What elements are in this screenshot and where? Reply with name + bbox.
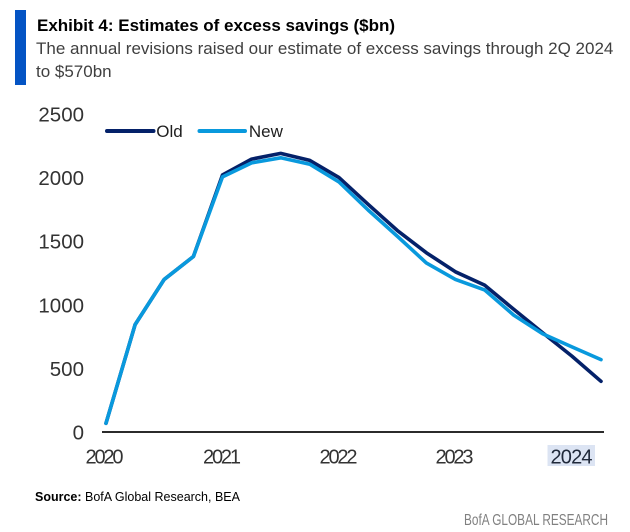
svg-text:0: 0 [73,422,84,445]
svg-text:2024: 2024 [551,447,593,469]
svg-text:1000: 1000 [38,294,84,317]
svg-text:2022: 2022 [320,447,358,469]
svg-text:2020: 2020 [86,447,124,469]
svg-text:2021: 2021 [203,447,241,469]
svg-text:New: New [249,122,284,141]
svg-text:Old: Old [156,122,182,141]
svg-text:2500: 2500 [38,103,84,126]
svg-text:1500: 1500 [38,231,84,254]
svg-text:2000: 2000 [38,167,84,190]
svg-text:BofA GLOBAL RESEARCH: BofA GLOBAL RESEARCH [464,512,608,529]
svg-text:2023: 2023 [436,447,474,469]
svg-text:500: 500 [50,358,84,381]
